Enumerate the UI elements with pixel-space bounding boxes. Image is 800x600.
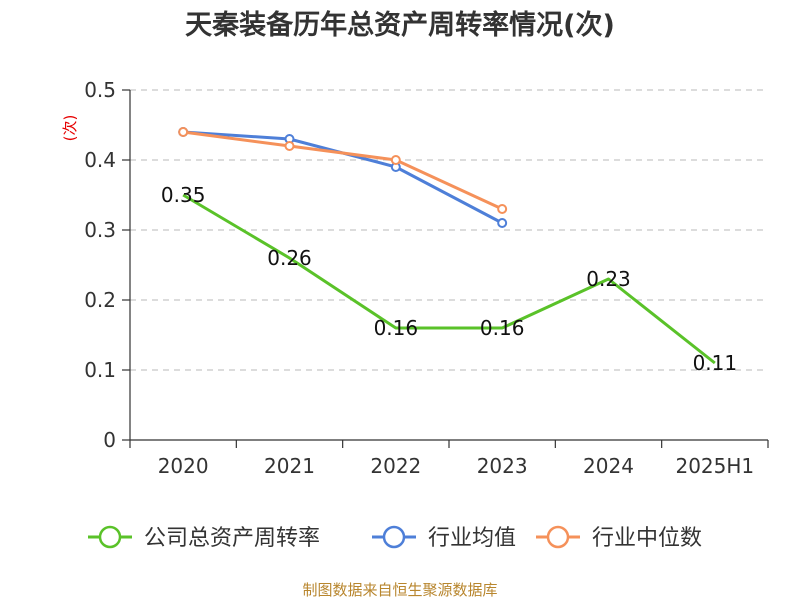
series-line-2 — [182, 130, 503, 211]
legend-item: 公司总资产周转率 — [88, 525, 320, 551]
data-label: 0.26 — [267, 246, 312, 270]
x-tick-label: 2023 — [477, 454, 528, 478]
series-line-0 — [182, 193, 716, 365]
data-label: 0.11 — [693, 351, 738, 375]
axes: 0 0.1 0.2 0.3 0.4 0.5 2020 2021 2022 2023 2024 2025… — [84, 78, 769, 478]
data-labels: 0.35 0.26 0.16 0.16 0.23 0.11 — [161, 183, 737, 375]
series-marker — [390, 155, 401, 165]
legend-label: 公司总资产周转率 — [144, 526, 320, 551]
legend-label: 行业中位数 — [592, 526, 702, 551]
legend-marker — [98, 525, 122, 549]
series-marker — [497, 218, 508, 228]
x-tick-label: 2021 — [264, 454, 315, 478]
series-marker — [284, 141, 295, 151]
y-tick-label: 0.4 — [84, 148, 116, 172]
x-tick-label: 2024 — [583, 454, 634, 478]
x-tick-label: 2020 — [158, 454, 209, 478]
data-label: 0.35 — [161, 183, 206, 207]
x-tick-label: 2022 — [370, 454, 421, 478]
legend-item: 行业中位数 — [536, 525, 702, 551]
y-tick-label: 0.1 — [84, 358, 116, 382]
y-tick-label: 0.3 — [84, 218, 116, 242]
series-marker — [497, 204, 508, 214]
y-axis-label: (次) — [61, 115, 79, 142]
y-tick-label: 0.2 — [84, 288, 116, 312]
chart-title: 天秦装备历年总资产周转率情况(次) — [185, 9, 615, 41]
legend-item: 行业均值 — [372, 525, 516, 551]
legend: 公司总资产周转率 行业均值 行业中位数 — [88, 525, 702, 551]
data-label: 0.16 — [480, 316, 525, 340]
legend-label: 行业均值 — [428, 526, 516, 551]
legend-marker — [546, 525, 570, 549]
source-note: 制图数据来自恒生聚源数据库 — [302, 581, 497, 599]
data-label: 0.16 — [374, 316, 419, 340]
grid-lines — [130, 89, 768, 371]
legend-marker — [382, 525, 406, 549]
series-marker — [178, 127, 189, 137]
x-tick-label: 2025H1 — [675, 454, 754, 478]
y-tick-label: 0 — [103, 428, 116, 452]
y-tick-label: 0.5 — [84, 78, 116, 102]
data-label: 0.23 — [586, 267, 631, 291]
series-layer — [178, 127, 716, 365]
series-line-1 — [183, 130, 503, 225]
